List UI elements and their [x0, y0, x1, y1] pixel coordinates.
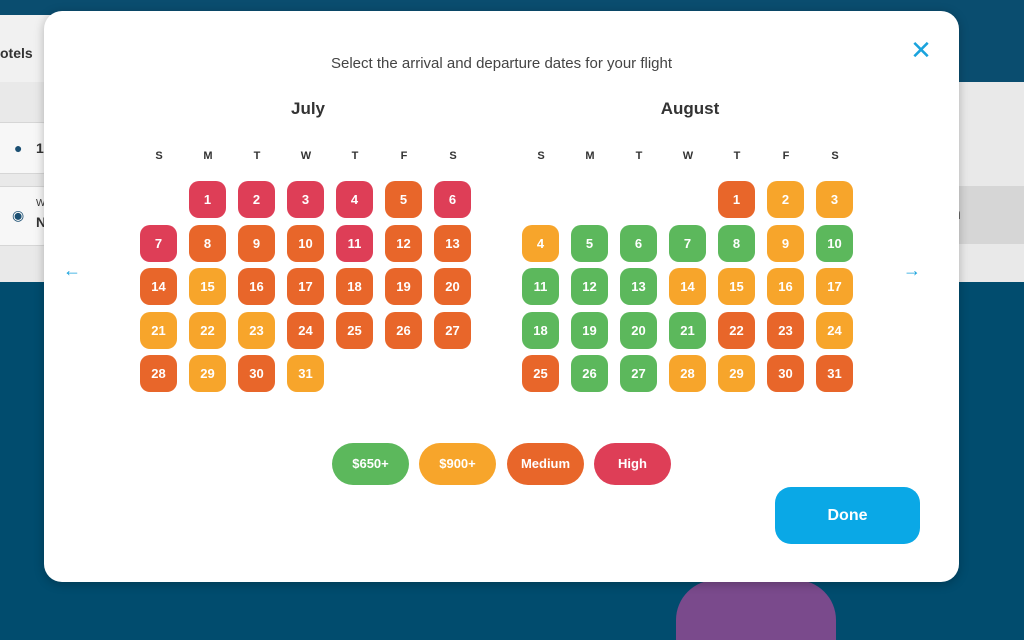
calendar-day[interactable]: 5: [385, 181, 422, 218]
weekday-label: F: [782, 150, 790, 162]
date-picker-modal: Select the arrival and departure dates f…: [44, 11, 959, 582]
background-tab-label: otels: [0, 45, 33, 61]
weekday-label: F: [400, 150, 408, 162]
weekday-label: M: [585, 150, 595, 162]
calendar-day[interactable]: 12: [571, 268, 608, 305]
destination-label: W: [36, 198, 46, 209]
calendar-day[interactable]: 4: [522, 224, 559, 262]
calendar-day[interactable]: 21: [140, 311, 177, 349]
calendar-day[interactable]: 10: [287, 224, 324, 262]
calendar-day[interactable]: 7: [140, 224, 177, 262]
calendar-day[interactable]: 27: [434, 311, 471, 349]
weekday-label: T: [635, 150, 643, 162]
month-title: July: [290, 99, 326, 118]
calendar-day[interactable]: 15: [718, 268, 755, 305]
calendar-day[interactable]: 23: [767, 311, 804, 349]
calendar-day[interactable]: 3: [287, 181, 324, 218]
done-button[interactable]: Done: [775, 487, 920, 544]
calendar-day[interactable]: 1: [718, 181, 755, 218]
calendar-day[interactable]: 28: [140, 355, 177, 392]
calendar-day[interactable]: 25: [336, 311, 373, 349]
weekday-label: S: [831, 150, 839, 162]
calendar-day[interactable]: 10: [816, 224, 853, 262]
calendar-day[interactable]: 1: [189, 181, 226, 218]
calendar-day[interactable]: 17: [816, 268, 853, 305]
mascot-illustration: [676, 580, 836, 640]
calendar-day[interactable]: 14: [140, 268, 177, 305]
calendar-day[interactable]: 11: [336, 224, 373, 262]
calendar-day[interactable]: 8: [189, 224, 226, 262]
calendar-day[interactable]: 12: [385, 224, 422, 262]
calendar-day[interactable]: 8: [718, 224, 755, 262]
legend-low: $650+: [332, 443, 409, 485]
calendar-day[interactable]: 19: [571, 311, 608, 349]
destination-value: N: [36, 214, 47, 230]
calendar-day[interactable]: 13: [620, 268, 657, 305]
calendar-day[interactable]: 5: [571, 224, 608, 262]
calendar-day[interactable]: 16: [767, 268, 804, 305]
modal-title: Select the arrival and departure dates f…: [330, 55, 673, 72]
weekday-label: T: [733, 150, 741, 162]
calendar-day[interactable]: 4: [336, 181, 373, 218]
calendar-day[interactable]: 17: [287, 268, 324, 305]
calendar-day[interactable]: 2: [238, 181, 275, 218]
calendar-day[interactable]: 31: [287, 355, 324, 392]
arrow-left-icon[interactable]: ←: [63, 260, 81, 280]
calendar-day[interactable]: 24: [287, 311, 324, 349]
weekday-label: T: [351, 150, 359, 162]
calendar-day[interactable]: 9: [238, 224, 275, 262]
person-icon: ●: [14, 140, 23, 156]
calendar-day[interactable]: 26: [571, 355, 608, 392]
calendar-day[interactable]: 11: [522, 268, 559, 305]
calendar-day[interactable]: 22: [189, 311, 226, 349]
calendar-day[interactable]: 29: [189, 355, 226, 392]
calendar-day[interactable]: 30: [238, 355, 275, 392]
calendar-day[interactable]: 26: [385, 311, 422, 349]
calendar-day[interactable]: 21: [669, 311, 706, 349]
weekday-label: T: [253, 150, 261, 162]
month-title: August: [660, 99, 720, 118]
weekday-label: S: [449, 150, 457, 162]
calendar-day[interactable]: 18: [522, 311, 559, 349]
calendar-day[interactable]: 13: [434, 224, 471, 262]
calendar-day[interactable]: 7: [669, 224, 706, 262]
weekday-label: S: [537, 150, 545, 162]
weekday-label: W: [682, 150, 694, 162]
calendar-day[interactable]: 20: [434, 268, 471, 305]
calendar-day[interactable]: 20: [620, 311, 657, 349]
calendar-day[interactable]: 14: [669, 268, 706, 305]
calendar-day[interactable]: 25: [522, 355, 559, 392]
calendar-day[interactable]: 6: [620, 224, 657, 262]
weekday-label: M: [203, 150, 213, 162]
legend-mid: $900+: [419, 443, 496, 485]
calendar-day[interactable]: 3: [816, 181, 853, 218]
close-icon[interactable]: ✕: [910, 35, 932, 65]
weekday-label: W: [300, 150, 312, 162]
calendar-day[interactable]: 30: [767, 355, 804, 392]
travelers-value: 1: [36, 140, 44, 156]
calendar-day[interactable]: 28: [669, 355, 706, 392]
calendar-day[interactable]: 18: [336, 268, 373, 305]
calendar-day[interactable]: 9: [767, 224, 804, 262]
location-pin-icon: ◉: [12, 207, 25, 223]
calendar-day[interactable]: 16: [238, 268, 275, 305]
calendar-day[interactable]: 19: [385, 268, 422, 305]
calendar-day[interactable]: 15: [189, 268, 226, 305]
calendar-day[interactable]: 6: [434, 181, 471, 218]
arrow-right-icon[interactable]: →: [903, 260, 921, 280]
calendar-day[interactable]: 24: [816, 311, 853, 349]
calendar-day[interactable]: 23: [238, 311, 275, 349]
calendar-day[interactable]: 31: [816, 355, 853, 392]
calendar-day[interactable]: 22: [718, 311, 755, 349]
weekday-label: S: [155, 150, 163, 162]
legend-medium: Medium: [507, 443, 584, 485]
calendar-day[interactable]: 29: [718, 355, 755, 392]
legend-high: High: [594, 443, 671, 485]
calendar-day[interactable]: 2: [767, 181, 804, 218]
calendar-day[interactable]: 27: [620, 355, 657, 392]
